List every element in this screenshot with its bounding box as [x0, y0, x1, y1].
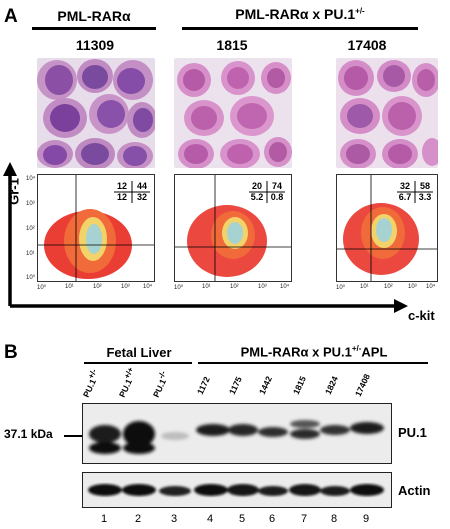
flow-plot-17408: 32 58 6.7 3.3 — [336, 174, 438, 282]
flow-scatter-11309 — [38, 175, 154, 281]
micrograph-11309 — [37, 58, 155, 168]
micrograph-17408 — [336, 58, 438, 168]
axis-arrows — [3, 162, 408, 313]
lane-label-9: 17408 — [352, 372, 372, 398]
x-tick: 10⁰ — [174, 285, 184, 291]
lane-label-1: PU.1+/- — [80, 367, 99, 399]
lane-number-3: 3 — [170, 513, 178, 525]
x-tick: 10³ — [408, 284, 417, 290]
gate-ll-17408: 6.7 — [398, 192, 412, 202]
x-tick: 10² — [93, 284, 102, 290]
group-title-fetal-liver: Fetal Liver — [106, 345, 172, 360]
gate-lr-1815: 0.8 — [270, 192, 284, 202]
blot-label-actin: Actin — [398, 483, 431, 498]
group-bar-right — [182, 27, 418, 30]
flow-scatter-17408 — [337, 175, 437, 281]
gate-ll-1815: 5.2 — [250, 192, 264, 202]
blot-pu1 — [82, 403, 392, 464]
lane-number-2: 2 — [134, 513, 142, 525]
gate-cross-17408 — [397, 181, 433, 203]
flow-plot-1815: 20 74 5.2 0.8 — [174, 174, 292, 282]
lane-number-9: 9 — [362, 513, 370, 525]
gate-ul-1815: 20 — [251, 181, 262, 191]
y-tick-0: 10⁰ — [26, 275, 36, 281]
micrograph-1815 — [174, 58, 292, 168]
lane-label-8: 1824 — [322, 374, 340, 396]
y-tick-2: 10² — [26, 226, 35, 232]
sample-id-3: 17408 — [347, 37, 387, 53]
gate-ur-11309: 44 — [136, 181, 147, 191]
lane-number-5: 5 — [238, 513, 246, 525]
blot-actin-bands — [88, 484, 384, 496]
blot-actin — [82, 472, 392, 508]
gate-cross-11309 — [114, 181, 150, 203]
blot-label-pu1: PU.1 — [398, 425, 427, 440]
gate-ul-17408: 32 — [399, 181, 410, 191]
y-tick-1: 10¹ — [26, 251, 35, 257]
y-axis-label: Gr-1 — [6, 178, 22, 205]
lane-label-4: 1172 — [194, 375, 212, 396]
x-tick: 10⁴ — [280, 284, 290, 290]
group-bar-fetal-liver — [84, 362, 192, 364]
group-title-apl: PML-RARα x PU.1+/-APL — [240, 344, 388, 360]
x-tick: 10² — [384, 284, 393, 290]
panel-b-letter: B — [4, 342, 18, 363]
mw-marker-tick — [64, 435, 82, 437]
lane-number-1: 1 — [100, 513, 108, 525]
gate-ur-17408: 58 — [419, 181, 430, 191]
lane-label-6: 1442 — [256, 374, 274, 396]
group-title-pml-rara: PML-RARα — [57, 8, 131, 24]
y-tick-3: 10³ — [26, 201, 35, 207]
x-tick: 10¹ — [360, 284, 369, 290]
x-tick: 10¹ — [65, 284, 74, 290]
x-tick: 10¹ — [202, 284, 211, 290]
sample-id-1: 11309 — [75, 37, 115, 53]
lane-label-2: PU.1+/+ — [116, 365, 136, 399]
x-tick: 10⁴ — [426, 284, 436, 290]
sample-id-2: 1815 — [216, 37, 248, 53]
flow-scatter-1815 — [175, 175, 291, 281]
lane-number-4: 4 — [206, 513, 214, 525]
gate-ur-1815: 74 — [271, 181, 282, 191]
x-tick: 10³ — [121, 284, 130, 290]
flow-plot-11309: 12 44 12 32 — [37, 174, 155, 282]
x-tick: 10⁴ — [143, 284, 153, 290]
group-bar-apl — [198, 362, 428, 364]
lane-label-5: 1175 — [226, 375, 244, 396]
x-tick: 10⁰ — [37, 285, 47, 291]
x-axis-label: c-kit — [408, 308, 435, 323]
group-bar-left — [32, 27, 156, 30]
x-tick: 10³ — [258, 284, 267, 290]
group-title-pml-rara-pu1: PML-RARα x PU.1+/- — [235, 6, 365, 22]
gate-ll-11309: 12 — [116, 192, 127, 202]
lane-number-6: 6 — [268, 513, 276, 525]
mw-marker-label: 37.1 kDa — [4, 427, 53, 441]
gate-ul-11309: 12 — [116, 181, 127, 191]
y-tick-4: 10⁴ — [26, 176, 36, 182]
x-tick: 10⁰ — [336, 285, 346, 291]
panel-a-letter: A — [4, 6, 18, 27]
gate-lr-17408: 3.3 — [418, 192, 432, 202]
lane-number-7: 7 — [300, 513, 308, 525]
lane-label-3: PU.1-/- — [150, 369, 168, 399]
x-tick: 10² — [230, 284, 239, 290]
blot-pu1-bands — [89, 420, 384, 454]
gate-lr-11309: 32 — [136, 192, 147, 202]
lane-number-8: 8 — [330, 513, 338, 525]
lane-label-7: 1815 — [290, 374, 308, 396]
gate-cross-1815 — [249, 181, 285, 203]
